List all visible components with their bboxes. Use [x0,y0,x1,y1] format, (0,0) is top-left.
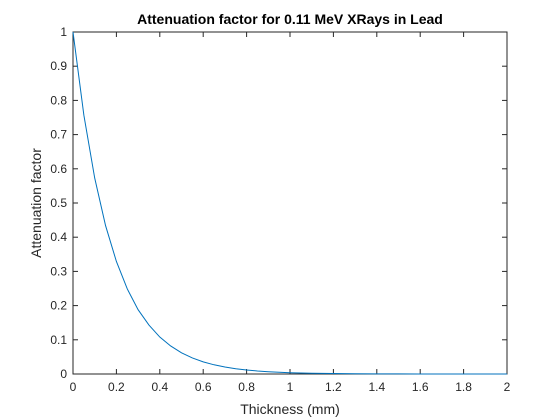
y-axis-label: Attenuation factor [28,148,44,258]
y-tick-label: 0.2 [50,299,67,313]
y-tick-label: 0 [60,367,67,381]
x-tick-label: 1.6 [412,380,429,394]
y-axis: 0 0.1 0.2 0.3 0.4 0.5 0.6 0.7 0.8 0.9 1 [50,25,507,381]
x-tick-label: 0.2 [108,380,125,394]
y-tick-label: 0.6 [50,162,67,176]
x-tick-label: 0.8 [238,380,255,394]
y-tick-label: 0.8 [50,93,67,107]
x-tick-label: 0 [70,380,77,394]
x-tick-label: 0.4 [151,380,168,394]
y-tick-label: 1 [60,25,67,39]
x-tick-label: 2 [504,380,511,394]
plot-area [72,31,508,375]
y-tick-label: 0.9 [50,59,67,73]
x-axis-label: Thickness (mm) [240,401,340,417]
y-tick-label: 0.4 [50,230,67,244]
x-tick-label: 1.2 [325,380,342,394]
y-tick-label: 0.5 [50,196,67,210]
y-tick-label: 0.3 [50,264,67,278]
chart-title: Attenuation factor for 0.11 MeV XRays in… [137,11,443,27]
series-line [72,31,507,375]
x-tick-label: 1.8 [455,380,472,394]
x-tick-label: 1.4 [368,380,385,394]
y-tick-label: 0.1 [50,333,67,347]
y-tick-label: 0.7 [50,128,67,142]
x-axis: 0 0.2 0.4 0.6 0.8 1 1.2 1.4 1.6 1.8 2 [70,32,511,394]
x-tick-label: 1 [287,380,294,394]
x-tick-label: 0.6 [195,380,212,394]
